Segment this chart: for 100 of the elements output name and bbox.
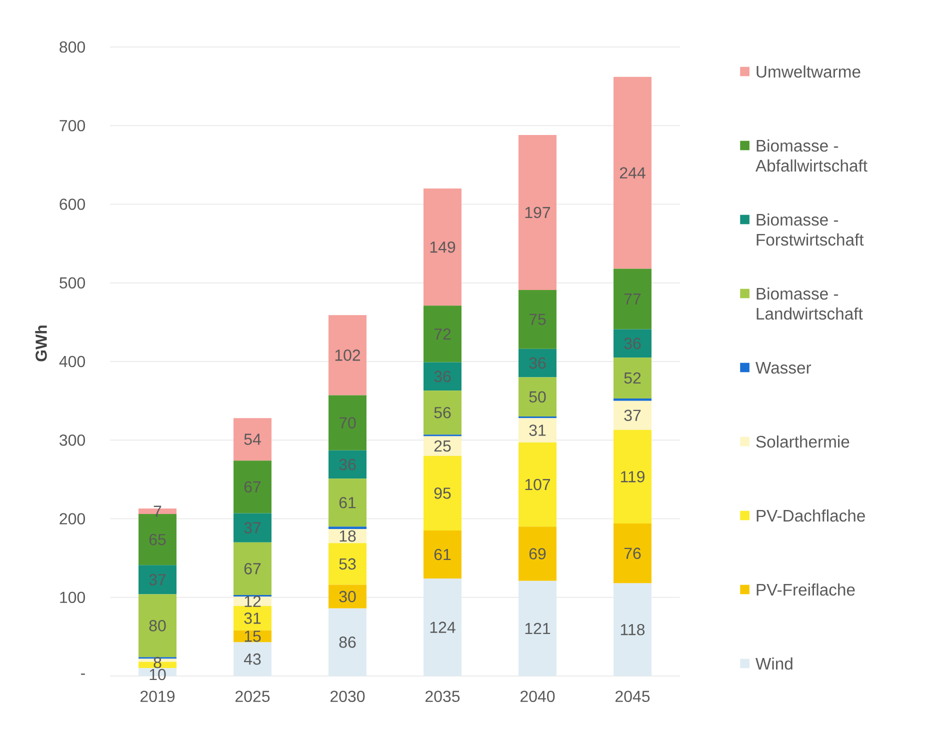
data-label: 37 [244,522,261,534]
x-tick-label: 2045 [616,690,650,702]
data-label: 86 [339,636,356,648]
bar [424,578,462,676]
x-tick-label: 2025 [236,690,270,702]
data-label: 69 [529,548,546,560]
bar [614,398,652,401]
data-label: 25 [434,440,451,452]
bar [424,188,462,306]
data-label: 15 [244,630,261,642]
bar [424,362,462,391]
data-label: 37 [149,574,166,586]
legend-label: Biomasse - Abfallwirtschaft [755,139,868,172]
bar [138,594,177,658]
data-label: 80 [149,620,166,632]
legend-label: Solarthermie [756,435,850,448]
bar [234,513,272,542]
legend-label: Wasser [756,362,812,374]
y-tick-label: - [81,674,85,675]
bar [614,329,652,358]
legend-label: PV-Dachflache [756,509,865,522]
data-label: 31 [244,612,261,624]
bar [518,526,557,581]
bar [518,580,557,676]
data-label: 36 [529,357,546,369]
legend-label: Biomasse - Landwirtschaft [756,287,863,320]
data-label: 197 [525,206,550,218]
x-tick-label: 2019 [140,690,175,702]
data-label: 31 [529,424,546,436]
bar [234,460,272,514]
bar [328,543,366,585]
bar [518,442,557,527]
data-label: 75 [529,314,546,326]
bar [234,642,272,676]
y-tick-label: 400 [59,356,85,368]
bar [328,450,366,479]
bar [328,478,366,527]
data-label: 67 [244,481,261,493]
bar [518,418,557,442]
data-label: 36 [434,370,451,382]
x-tick-label: 2035 [426,690,460,702]
bar [518,348,557,378]
data-label: 36 [624,338,641,350]
bar [328,315,366,396]
y-tick-label: 500 [60,277,85,289]
data-label: 76 [624,548,641,559]
bar [328,608,366,676]
data-label: 95 [434,488,451,499]
bar [518,377,557,417]
data-label: 77 [624,294,641,304]
y-tick-label: 100 [60,592,85,604]
bar [328,584,366,608]
bar [424,530,462,579]
y-tick-label: 200 [60,513,85,524]
data-label: 12 [244,596,261,607]
bar [614,76,652,269]
data-label: 10 [150,668,166,680]
legend-label: PV-Freiflache [756,583,855,596]
data-label: 124 [430,622,456,633]
x-tick-label: 2040 [520,690,555,702]
y-tick-label: 700 [60,120,85,132]
data-label: 118 [620,624,645,636]
bar [234,542,272,596]
bar [518,135,557,290]
y-tick-label: 300 [60,434,85,446]
bar [614,400,652,430]
y-axis-title: GWh [35,326,47,362]
data-label: 43 [244,653,261,665]
data-label: 54 [244,434,261,445]
bar [614,430,652,524]
bar [424,456,462,531]
y-tick-label: 600 [60,198,85,210]
bar [614,358,652,398]
bar [138,565,177,594]
data-label: 102 [335,350,360,361]
bar [234,418,272,461]
data-label: 18 [340,530,356,542]
bar [518,290,557,349]
bar [614,523,652,584]
data-label: 72 [434,328,451,340]
data-label: 61 [434,548,451,560]
data-label: 244 [620,167,646,178]
data-label: 119 [620,471,644,482]
data-label: 65 [149,534,166,546]
x-tick-label: 2030 [330,690,365,702]
data-label: 30 [339,590,356,602]
bar [424,436,462,456]
data-label: 36 [339,458,356,470]
data-label: 121 [525,622,550,634]
data-label: 56 [434,406,451,418]
bar [424,390,462,435]
data-label: 37 [624,410,641,422]
data-label: 70 [339,417,356,428]
data-label: 149 [430,241,456,253]
data-label: 61 [339,496,356,508]
legend-label: Wind [756,657,792,670]
data-label: 53 [339,558,356,570]
bar [234,606,272,630]
bar [614,268,652,330]
data-label: 52 [624,372,641,384]
